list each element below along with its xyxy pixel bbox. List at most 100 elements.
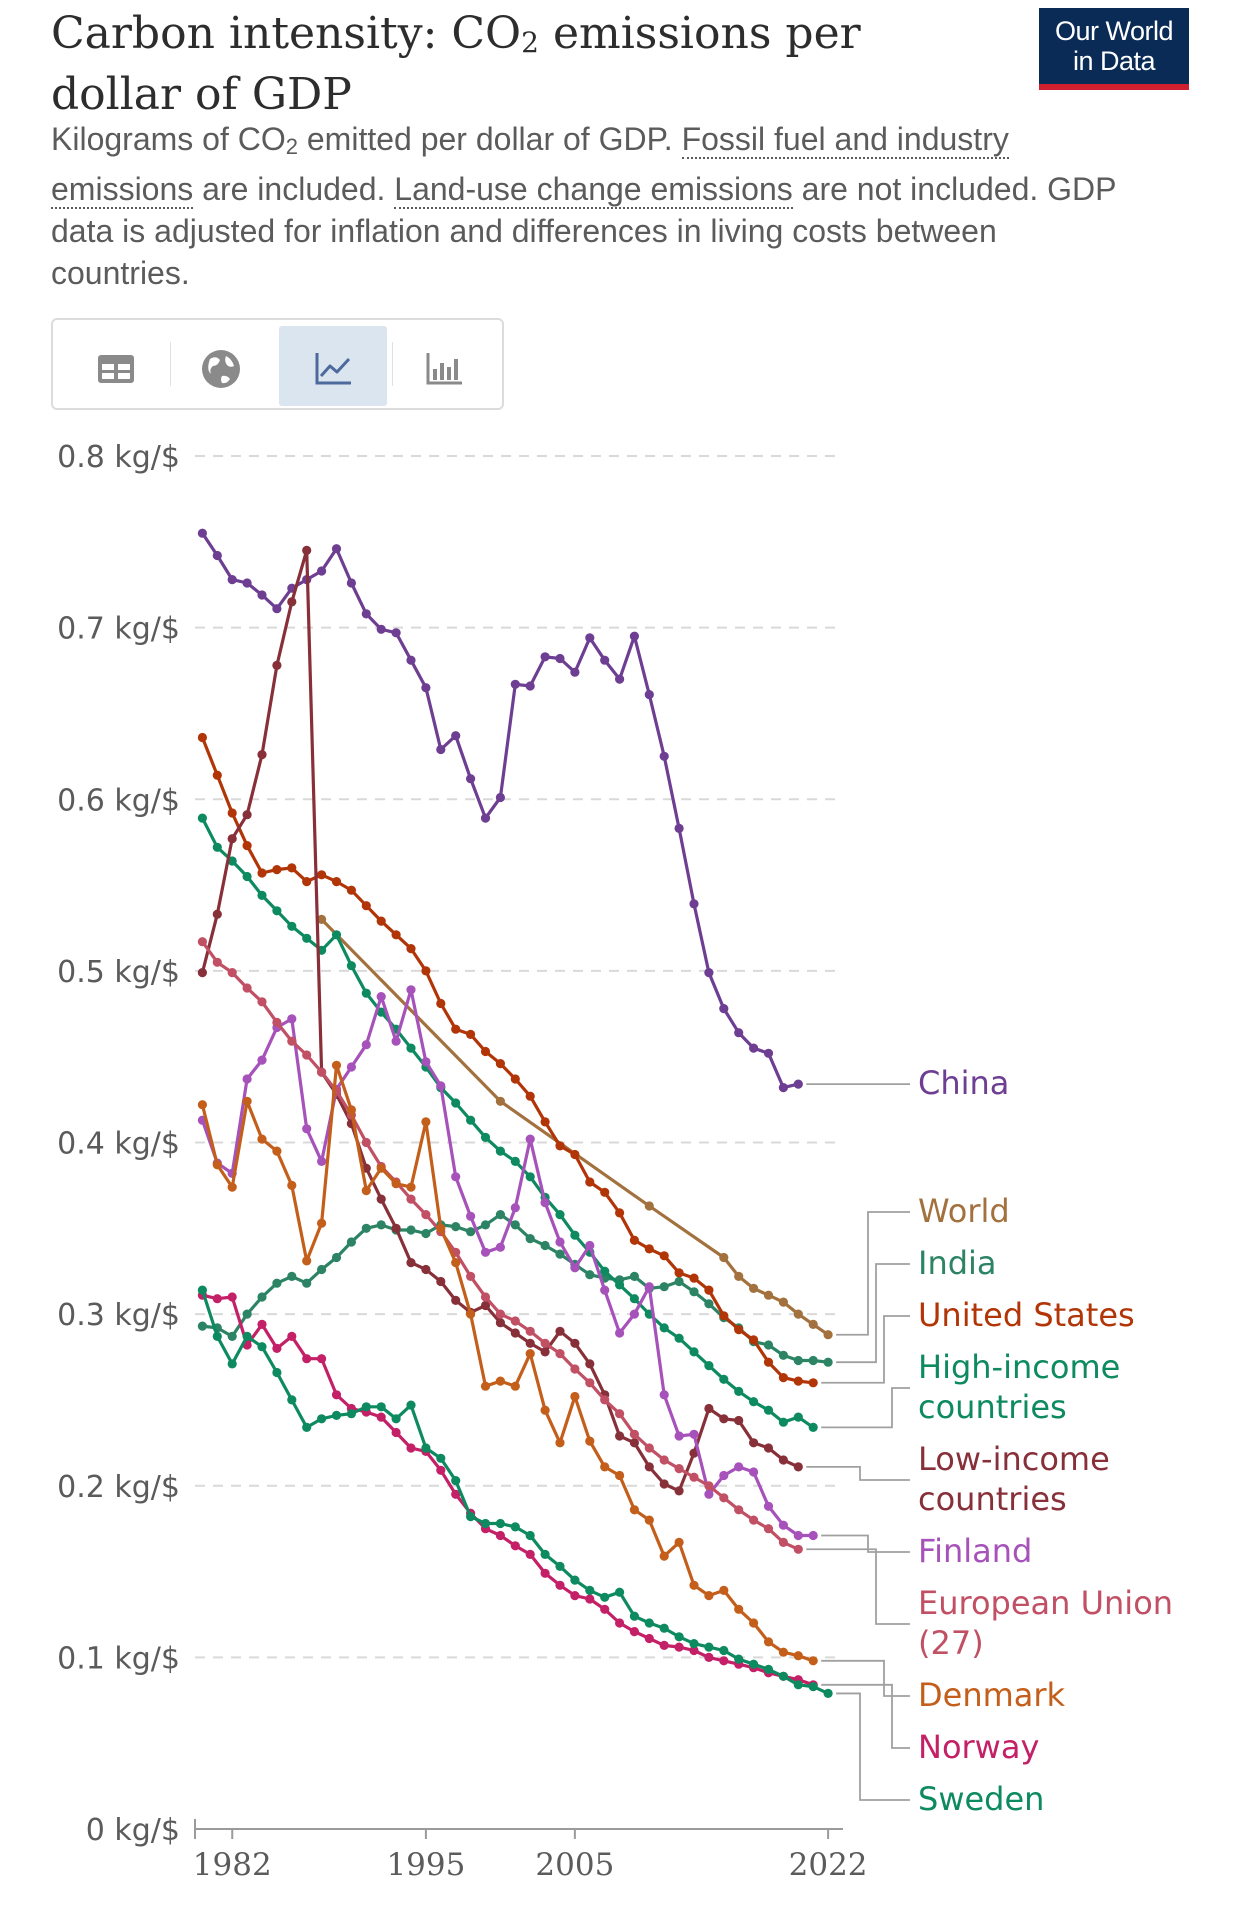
tab-bar[interactable] — [390, 326, 498, 406]
series-label[interactable]: India — [918, 1244, 997, 1282]
data-point — [555, 1349, 565, 1359]
data-point — [749, 1618, 759, 1628]
data-point — [540, 1117, 550, 1127]
series-norway[interactable] — [197, 1290, 818, 1690]
data-point — [212, 770, 222, 780]
series-line — [200, 736, 814, 1385]
data-point — [719, 1470, 729, 1481]
data-point — [734, 1028, 744, 1038]
series-european-union-27[interactable] — [197, 937, 803, 1554]
data-point — [763, 1443, 774, 1453]
data-point — [793, 1651, 803, 1661]
data-point — [644, 1282, 654, 1292]
data-point — [302, 1278, 312, 1288]
series-label[interactable]: China — [918, 1064, 1009, 1102]
data-point — [376, 624, 386, 634]
globe-icon — [202, 350, 240, 388]
data-point — [793, 1530, 803, 1541]
series-finland[interactable] — [197, 985, 818, 1541]
fossil-fuel-link[interactable]: Fossil fuel and industry emissions — [51, 121, 1009, 209]
data-point — [555, 1210, 565, 1220]
data-point — [525, 1338, 535, 1348]
data-point — [674, 1537, 684, 1547]
data-point — [525, 1326, 535, 1336]
series-label[interactable]: World — [918, 1192, 1010, 1230]
series-label[interactable]: Low-income countries — [918, 1440, 1110, 1518]
series-label[interactable]: Denmark — [918, 1676, 1066, 1714]
data-point — [406, 1043, 416, 1053]
data-point — [734, 1462, 744, 1472]
data-point — [272, 1367, 282, 1378]
series-line — [201, 532, 799, 1090]
data-point — [734, 1415, 744, 1426]
data-point — [257, 1342, 267, 1352]
data-point — [376, 992, 386, 1002]
series-low-income-countries[interactable] — [197, 545, 803, 1496]
owid-logo[interactable]: Our World in Data — [1039, 8, 1189, 90]
data-point — [674, 1642, 684, 1652]
data-point — [510, 1316, 520, 1326]
data-point — [510, 1203, 520, 1213]
land-use-link[interactable]: Land-use change emissions — [394, 171, 793, 209]
data-point — [436, 1276, 446, 1287]
data-point — [406, 1258, 416, 1268]
series-united-states[interactable] — [197, 732, 818, 1388]
series-label[interactable]: United States — [918, 1296, 1135, 1334]
data-point — [629, 1611, 640, 1621]
data-point — [212, 909, 222, 919]
series-india[interactable] — [197, 1210, 833, 1367]
series-label[interactable]: Finland — [918, 1532, 1032, 1570]
data-point — [227, 1182, 237, 1192]
data-point — [391, 1414, 401, 1424]
data-point — [689, 1639, 699, 1649]
data-point — [257, 1319, 267, 1329]
bar-chart-icon — [426, 353, 462, 385]
data-point — [510, 1074, 520, 1084]
series-denmark[interactable] — [197, 1060, 818, 1666]
data-point — [585, 1378, 595, 1388]
series-label-line: High-income — [918, 1348, 1120, 1386]
data-point — [629, 1438, 640, 1448]
series-world[interactable] — [317, 914, 833, 1340]
data-point — [540, 1347, 550, 1357]
data-point — [674, 1486, 684, 1496]
data-point — [212, 842, 222, 852]
data-point — [302, 1124, 312, 1134]
data-point — [659, 1551, 669, 1561]
data-point — [570, 1391, 580, 1402]
series-label-line: Sweden — [918, 1780, 1044, 1818]
data-point — [257, 1134, 267, 1144]
data-point — [734, 1505, 744, 1515]
data-point — [227, 1292, 237, 1302]
tab-line[interactable] — [279, 326, 387, 406]
tab-map[interactable] — [168, 326, 276, 406]
data-point — [689, 1347, 699, 1357]
data-point — [629, 1309, 640, 1319]
series-line — [320, 918, 830, 1337]
data-point — [793, 1544, 803, 1554]
series-label-line: countries — [918, 1388, 1067, 1426]
series-label[interactable]: Sweden — [918, 1780, 1044, 1818]
data-point — [525, 1172, 535, 1182]
data-point — [451, 1258, 461, 1268]
label-leader-line — [836, 1211, 910, 1336]
data-point — [615, 1280, 625, 1290]
tab-table[interactable] — [57, 326, 165, 406]
data-point — [376, 916, 386, 926]
data-point — [272, 660, 282, 671]
series-line — [200, 1289, 829, 1695]
x-tick-label: 1995 — [386, 1847, 465, 1883]
series-label[interactable]: European Union (27) — [918, 1584, 1173, 1662]
data-point — [436, 1465, 446, 1475]
series-sweden[interactable] — [197, 1285, 833, 1699]
data-point — [495, 1242, 505, 1252]
series-label[interactable]: Norway — [918, 1728, 1039, 1766]
data-point — [466, 1029, 476, 1039]
data-point — [778, 1297, 789, 1307]
series-label[interactable]: High-income countries — [918, 1348, 1120, 1426]
data-point — [808, 1422, 818, 1432]
y-tick-label: 0.7 kg/$ — [57, 612, 180, 647]
data-point — [629, 1627, 640, 1637]
data-point — [391, 1036, 401, 1046]
data-point — [689, 1429, 699, 1439]
